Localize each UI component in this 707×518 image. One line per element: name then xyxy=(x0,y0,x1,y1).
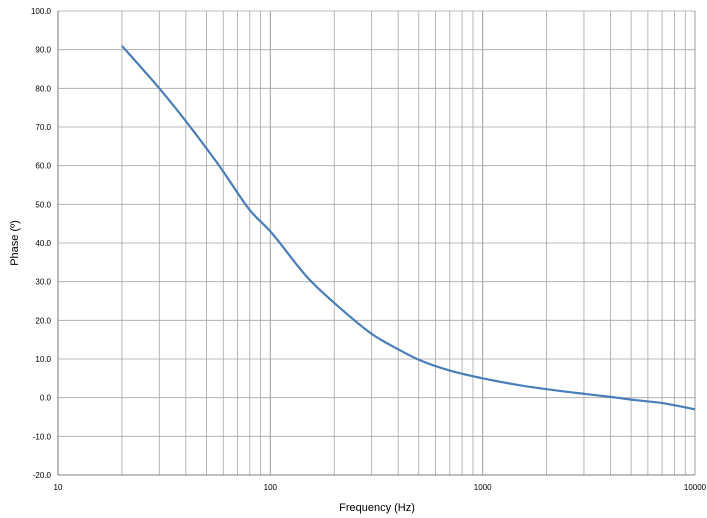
y-tick-labels: 100.0 90.0 80.0 70.0 60.0 50.0 40.0 30.0 20.0 10.… xyxy=(31,7,52,480)
series-layer xyxy=(121,45,696,411)
x-tick-labels: 10 100 1000 10000 xyxy=(54,483,707,492)
y-tick-label: 0.0 xyxy=(40,394,52,403)
y-tick-label: 20.0 xyxy=(35,316,51,325)
y-tick-label: 90.0 xyxy=(35,46,51,55)
y-tick-label: 50.0 xyxy=(35,200,51,209)
y-tick-label: 80.0 xyxy=(35,84,51,93)
phase-series-line xyxy=(121,45,696,411)
x-tick-label: 100 xyxy=(264,483,278,492)
y-tick-label: 60.0 xyxy=(35,162,51,171)
x-axis-title: Frequency (Hz) xyxy=(339,502,415,514)
y-tick-label: -10.0 xyxy=(33,432,52,441)
x-tick-label: 10 xyxy=(54,483,63,492)
y-tick-label: 30.0 xyxy=(35,278,51,287)
y-tick-label: 70.0 xyxy=(35,123,51,132)
x-tick-label: 1000 xyxy=(474,483,492,492)
y-tick-label: 100.0 xyxy=(31,7,52,16)
y-tick-label: 40.0 xyxy=(35,239,51,248)
y-tick-label: 10.0 xyxy=(35,355,51,364)
y-axis-title: Phase (º) xyxy=(9,220,21,266)
x-tick-label: 10000 xyxy=(684,483,707,492)
axes xyxy=(57,11,695,476)
y-tick-label: -20.0 xyxy=(33,471,52,480)
